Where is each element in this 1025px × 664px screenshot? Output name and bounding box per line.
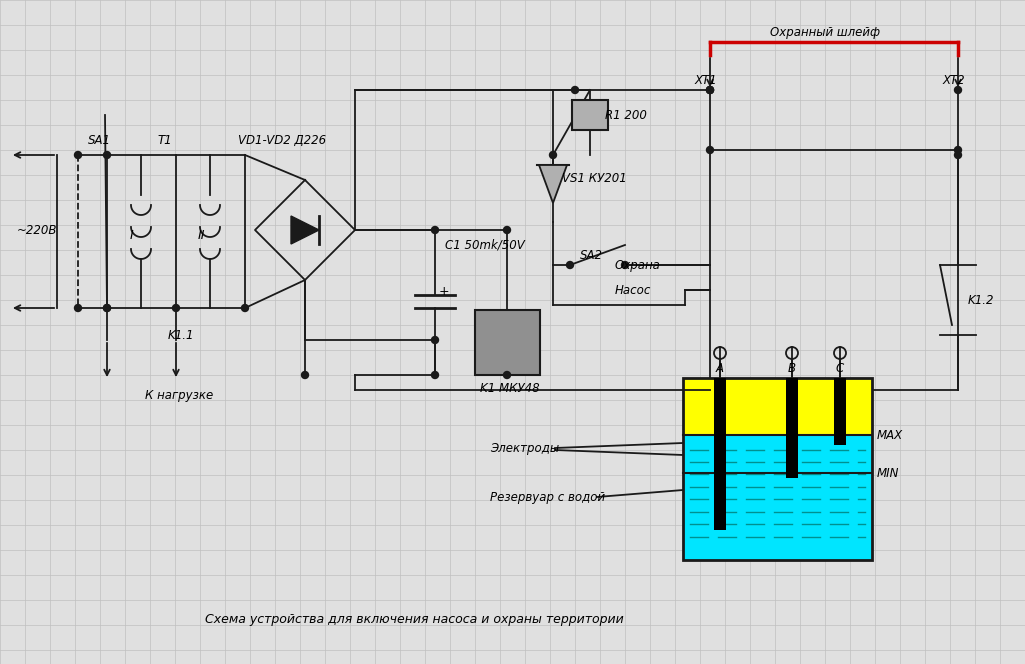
Bar [572,100,608,130]
Text: K1 МКУ48: K1 МКУ48 [480,382,539,394]
Circle shape [75,305,82,311]
Circle shape [706,86,713,94]
Bar [475,310,540,375]
Circle shape [567,262,574,268]
Text: SA1: SA1 [88,133,111,147]
Circle shape [503,226,510,234]
Text: ХТ2: ХТ2 [943,74,966,86]
Bar [786,378,798,478]
Text: MAX: MAX [877,428,903,442]
Text: С: С [836,361,845,374]
Circle shape [104,305,111,311]
Circle shape [621,262,628,268]
Circle shape [954,147,961,153]
Text: SA2: SA2 [580,248,603,262]
Circle shape [706,86,713,94]
Bar [683,378,872,435]
Circle shape [788,386,795,394]
Text: K1.2: K1.2 [968,293,994,307]
Text: I: I [130,228,133,242]
Circle shape [954,151,961,159]
Text: K1.1: K1.1 [168,329,195,341]
Bar [714,378,726,530]
Circle shape [301,371,309,378]
Text: Насос: Насос [615,284,651,297]
Circle shape [954,86,961,94]
Text: +: + [439,284,450,297]
Text: C1 50mk/50V: C1 50mk/50V [445,238,525,252]
Bar [683,378,872,560]
Text: II: II [198,228,205,242]
Text: Охранный шлейф: Охранный шлейф [770,25,880,39]
Text: R1 200: R1 200 [605,108,647,122]
Text: T1: T1 [157,133,171,147]
Circle shape [104,305,111,311]
Circle shape [432,371,439,378]
Text: Электроды: Электроды [490,442,559,454]
Circle shape [75,151,82,159]
Circle shape [706,86,713,94]
Text: VS1 КУ201: VS1 КУ201 [562,171,626,185]
Circle shape [503,371,510,378]
Bar [683,435,872,560]
Circle shape [432,337,439,343]
Circle shape [549,151,557,159]
Circle shape [104,151,111,159]
Text: Резервуар с водой: Резервуар с водой [490,491,605,503]
Circle shape [242,305,248,311]
Polygon shape [539,165,567,203]
Text: VD1-VD2 Д226: VD1-VD2 Д226 [238,133,326,147]
Circle shape [172,305,179,311]
Circle shape [706,147,713,153]
Text: ХТ1: ХТ1 [695,74,718,86]
Bar [834,378,846,445]
Circle shape [572,86,578,94]
Text: ~220В: ~220В [17,224,57,236]
Text: Схема устройства для включения насоса и охраны территории: Схема устройства для включения насоса и … [205,614,624,627]
Text: В: В [788,361,796,374]
Circle shape [836,386,844,394]
Text: А: А [716,361,724,374]
Polygon shape [291,216,319,244]
Text: Охрана: Охрана [615,258,661,272]
Circle shape [432,226,439,234]
Text: К нагрузке: К нагрузке [145,388,213,402]
Circle shape [836,386,844,394]
Text: MIN: MIN [877,467,899,479]
